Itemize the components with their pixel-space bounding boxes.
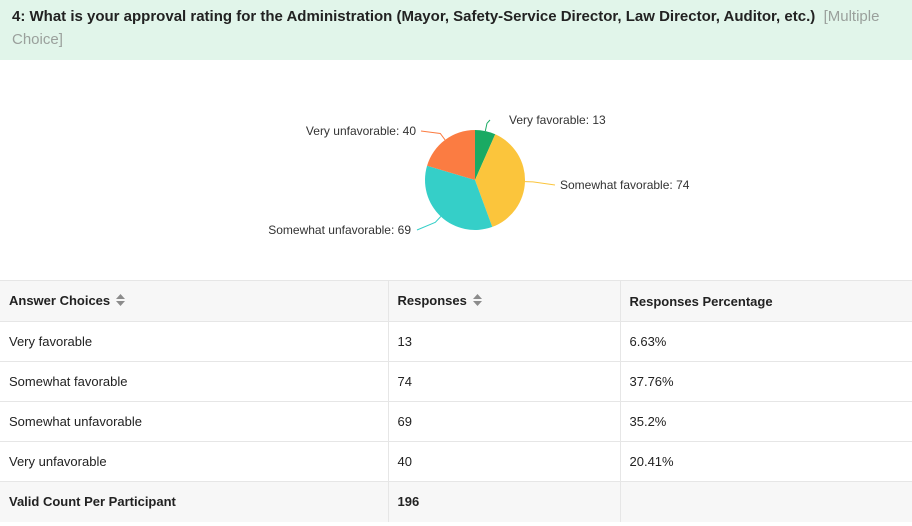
data-label: Very favorable: 13 xyxy=(509,113,606,127)
sort-icon[interactable] xyxy=(472,294,482,309)
leader-line xyxy=(524,181,556,186)
cell-responses: 40 xyxy=(388,441,621,482)
pie-slice-very-favorable[interactable] xyxy=(475,130,496,180)
leader-line xyxy=(416,216,442,231)
sort-icon[interactable] xyxy=(116,294,126,309)
question-type-label: [Multiple Choice] xyxy=(12,8,880,48)
cell-choice: Very unfavorable xyxy=(0,441,389,482)
header-answer-choices[interactable]: Answer Choices xyxy=(0,280,389,322)
data-label: Very unfavorable: 40 xyxy=(306,124,416,138)
pie-chart: Very favorable: 13 Somewhat favorable: 74… xyxy=(0,60,912,280)
cell-percentage: 6.63% xyxy=(620,321,912,362)
pie-slice-somewhat-unfavorable[interactable] xyxy=(425,165,493,230)
table-header-row: Answer Choices Responses Responses Perce… xyxy=(0,280,912,322)
pie-chart-svg: Very favorable: 13 Somewhat favorable: 74… xyxy=(268,113,690,237)
pie-slice-very-unfavorable[interactable] xyxy=(427,130,475,180)
cell-choice: Somewhat favorable xyxy=(0,361,389,402)
cell-choice: Somewhat unfavorable xyxy=(0,401,389,442)
footer-total: 196 xyxy=(388,481,621,522)
footer-label: Valid Count Per Participant xyxy=(0,481,389,522)
table-footer-row: Valid Count Per Participant 196 xyxy=(0,481,912,522)
question-header: 4: What is your approval rating for the … xyxy=(0,0,912,60)
table-row: Somewhat favorable 74 37.76% xyxy=(0,361,912,402)
data-label: Somewhat unfavorable: 69 xyxy=(268,223,411,237)
table-row: Very unfavorable 40 20.41% xyxy=(0,441,912,482)
table-row: Somewhat unfavorable 69 35.2% xyxy=(0,401,912,442)
results-table: Answer Choices Responses Responses Perce… xyxy=(0,280,912,522)
leader-line xyxy=(484,119,491,132)
cell-choice: Very favorable xyxy=(0,321,389,362)
cell-percentage: 20.41% xyxy=(620,441,912,482)
header-label: Responses xyxy=(397,293,467,308)
cell-responses: 69 xyxy=(388,401,621,442)
header-responses[interactable]: Responses xyxy=(388,280,621,322)
header-label: Responses Percentage xyxy=(629,293,773,309)
data-label: Somewhat favorable: 74 xyxy=(560,178,690,192)
header-responses-percentage: Responses Percentage xyxy=(620,280,912,322)
footer-percentage xyxy=(620,481,912,522)
leader-line xyxy=(420,130,446,141)
table-row: Very favorable 13 6.63% xyxy=(0,321,912,362)
question-title: 4: What is your approval rating for the … xyxy=(12,8,816,25)
header-label: Answer Choices xyxy=(9,293,111,308)
cell-responses: 74 xyxy=(388,361,621,402)
pie-slice-somewhat-favorable[interactable] xyxy=(475,134,525,227)
cell-responses: 13 xyxy=(388,321,621,362)
cell-percentage: 37.76% xyxy=(620,361,912,402)
cell-percentage: 35.2% xyxy=(620,401,912,442)
